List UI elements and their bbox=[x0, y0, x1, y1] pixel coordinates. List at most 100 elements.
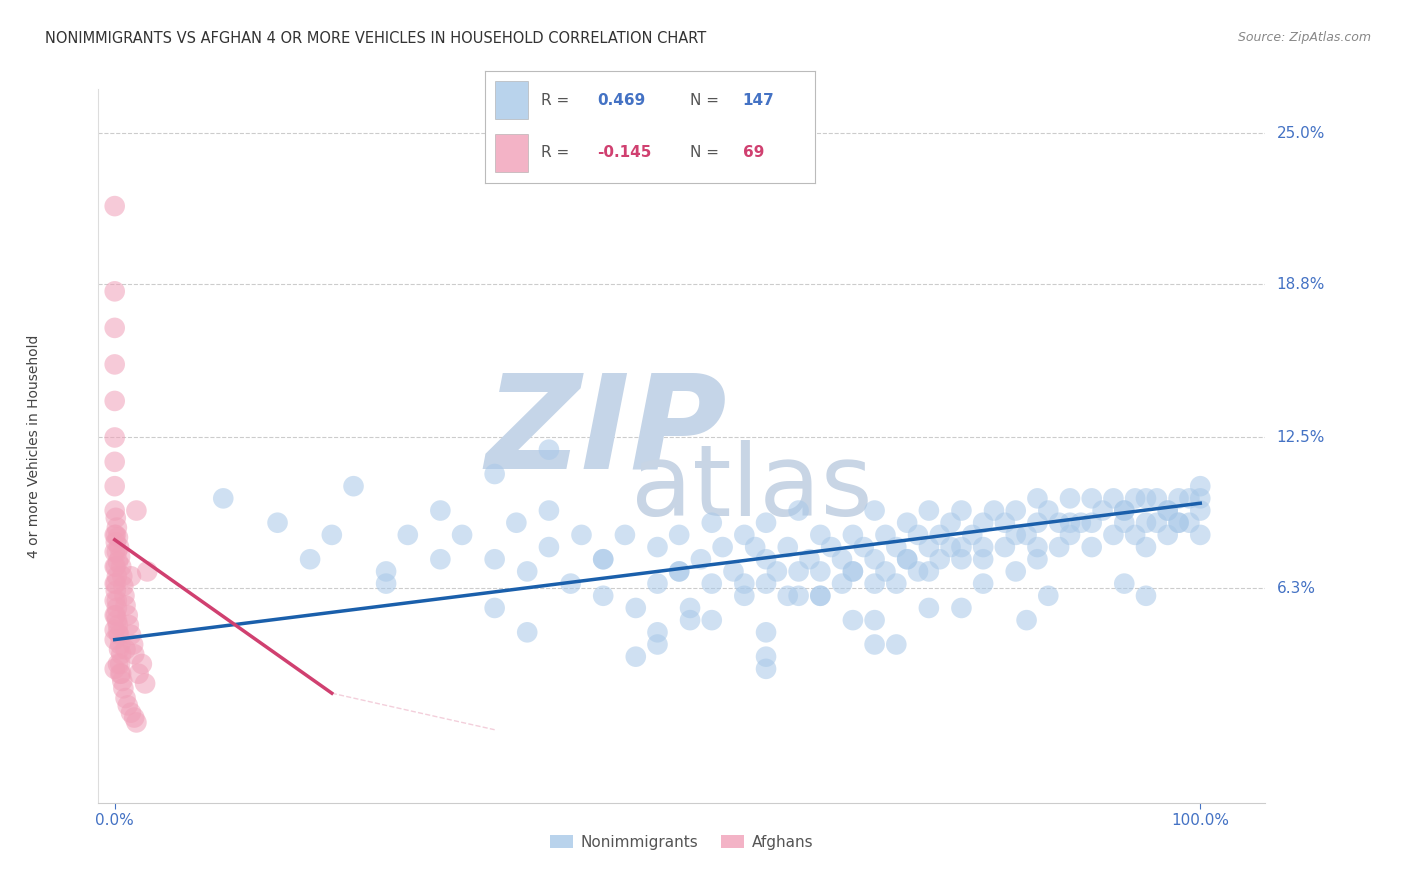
Point bbox=[1038, 503, 1060, 517]
Point bbox=[863, 638, 886, 652]
Point bbox=[122, 647, 145, 661]
Point bbox=[1189, 491, 1212, 506]
Point bbox=[624, 649, 647, 664]
Point bbox=[1189, 528, 1212, 542]
Point bbox=[1102, 528, 1125, 542]
Point bbox=[875, 565, 897, 579]
Point bbox=[1026, 540, 1049, 554]
Point bbox=[863, 503, 886, 517]
Point bbox=[842, 613, 865, 627]
Point bbox=[896, 552, 918, 566]
Point bbox=[108, 549, 131, 564]
Point bbox=[787, 503, 810, 517]
Point bbox=[776, 540, 799, 554]
Point bbox=[928, 552, 950, 566]
Point bbox=[571, 528, 593, 542]
Bar bbox=[495, 134, 529, 171]
Point bbox=[700, 576, 723, 591]
Point bbox=[104, 199, 127, 213]
Point bbox=[907, 528, 929, 542]
Point bbox=[1080, 540, 1102, 554]
Text: 69: 69 bbox=[742, 145, 765, 161]
Point bbox=[429, 503, 451, 517]
Point bbox=[994, 516, 1017, 530]
Point bbox=[668, 528, 690, 542]
Point bbox=[1038, 589, 1060, 603]
Point bbox=[808, 565, 831, 579]
Point bbox=[104, 576, 127, 591]
Point bbox=[647, 638, 669, 652]
Point bbox=[1091, 503, 1114, 517]
Point bbox=[700, 613, 723, 627]
Point bbox=[484, 467, 506, 481]
Point bbox=[1157, 503, 1180, 517]
Point bbox=[105, 569, 128, 583]
Point bbox=[1178, 491, 1201, 506]
Point bbox=[122, 638, 145, 652]
Point bbox=[918, 540, 941, 554]
Point bbox=[107, 625, 129, 640]
Point bbox=[928, 528, 950, 542]
Point bbox=[884, 576, 907, 591]
Point bbox=[104, 576, 127, 591]
Point bbox=[104, 593, 127, 607]
Point bbox=[107, 555, 129, 569]
Point bbox=[451, 528, 474, 542]
Point bbox=[108, 628, 131, 642]
Point bbox=[134, 676, 156, 690]
Point bbox=[104, 608, 127, 623]
Point bbox=[117, 608, 139, 623]
Point bbox=[592, 552, 614, 566]
Point bbox=[613, 528, 636, 542]
Point bbox=[114, 589, 136, 603]
Point bbox=[104, 321, 127, 335]
Point bbox=[104, 545, 127, 559]
Point bbox=[104, 623, 127, 637]
Point bbox=[342, 479, 364, 493]
Text: Source: ZipAtlas.com: Source: ZipAtlas.com bbox=[1237, 31, 1371, 45]
Point bbox=[896, 516, 918, 530]
Point bbox=[104, 430, 127, 444]
Point bbox=[117, 698, 139, 713]
Point bbox=[537, 442, 560, 457]
Point bbox=[104, 632, 127, 647]
Point bbox=[1123, 528, 1146, 542]
Text: atlas: atlas bbox=[631, 441, 873, 537]
Point bbox=[104, 608, 127, 623]
Point bbox=[114, 599, 136, 613]
Point bbox=[875, 528, 897, 542]
Point bbox=[212, 491, 235, 506]
Point bbox=[863, 576, 886, 591]
Point bbox=[1167, 516, 1189, 530]
Point bbox=[105, 613, 128, 627]
Point bbox=[110, 666, 132, 681]
Point bbox=[136, 565, 159, 579]
Point bbox=[104, 285, 127, 299]
Point bbox=[1135, 540, 1157, 554]
Point bbox=[700, 516, 723, 530]
Point bbox=[907, 565, 929, 579]
Point bbox=[114, 642, 136, 657]
Point bbox=[755, 649, 778, 664]
Point bbox=[104, 393, 127, 408]
Point bbox=[1146, 491, 1168, 506]
Point bbox=[105, 520, 128, 534]
Point bbox=[668, 565, 690, 579]
Point bbox=[842, 565, 865, 579]
Point bbox=[808, 589, 831, 603]
Point bbox=[104, 455, 127, 469]
Point bbox=[1146, 516, 1168, 530]
Point bbox=[505, 516, 527, 530]
Text: N =: N = bbox=[690, 93, 718, 108]
Point bbox=[983, 503, 1005, 517]
Point bbox=[516, 625, 538, 640]
Point bbox=[1167, 516, 1189, 530]
Point bbox=[679, 613, 702, 627]
Point bbox=[690, 552, 713, 566]
Point bbox=[863, 552, 886, 566]
Point bbox=[120, 569, 142, 583]
Point bbox=[131, 657, 153, 671]
Point bbox=[1135, 491, 1157, 506]
Point bbox=[537, 503, 560, 517]
Point bbox=[104, 559, 127, 574]
